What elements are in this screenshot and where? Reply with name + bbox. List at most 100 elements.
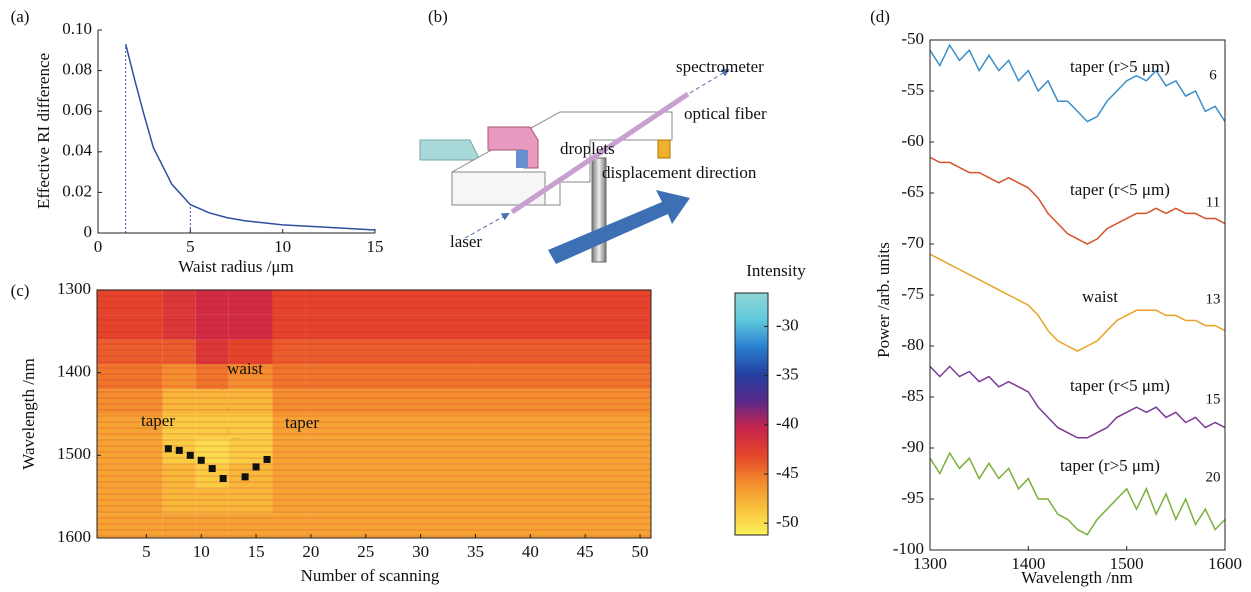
diagram-label: laser — [450, 232, 482, 251]
x-tick-label: 35 — [467, 542, 484, 561]
x-axis-label: Wavelength /nm — [1021, 568, 1132, 587]
colorbar-tick-label: -45 — [776, 463, 799, 482]
colorbar-segment — [735, 444, 768, 448]
colorbar-tick-label: -40 — [776, 414, 799, 433]
heat-cell — [305, 513, 476, 538]
heat-cell — [305, 438, 476, 464]
heat-cell — [228, 364, 273, 390]
diagram-label: displacement direction — [602, 163, 757, 182]
colorbar-segment — [735, 426, 768, 430]
heat-cell — [195, 389, 229, 414]
colorbar-segment — [735, 510, 768, 515]
colorbar-segment — [735, 368, 768, 373]
colorbar-segment — [735, 380, 768, 385]
colorbar-segment — [735, 483, 768, 488]
colorbar-segment — [735, 480, 768, 485]
heat-cell — [228, 339, 273, 365]
heat-cell — [162, 290, 196, 315]
x-tick-label: 30 — [412, 542, 429, 561]
colorbar-segment — [735, 477, 768, 482]
y-tick-label: -100 — [893, 539, 924, 558]
heat-cell — [272, 438, 306, 464]
colorbar-segment — [735, 359, 768, 364]
colorbar-segment — [735, 407, 768, 412]
colorbar-label: Intensity — [746, 261, 806, 280]
colorbar-segment — [735, 420, 768, 424]
plate — [419, 139, 481, 161]
colorbar-segment — [735, 389, 768, 394]
colorbar-segment — [735, 498, 768, 503]
colorbar-segment — [735, 450, 768, 454]
y-tick-label: 0.10 — [62, 19, 92, 38]
heat-cell — [97, 314, 163, 340]
colorbar-segment — [735, 519, 768, 524]
point — [252, 463, 260, 471]
colorbar-tick-label: -30 — [776, 315, 799, 334]
heat-cell — [162, 314, 196, 340]
heat-cell — [228, 389, 273, 414]
heat-cell — [272, 513, 306, 538]
heat-cell — [195, 314, 229, 340]
colorbar-segment — [735, 308, 768, 312]
droplet-block — [516, 150, 528, 168]
heat-cell — [195, 364, 229, 390]
heat-cell — [162, 389, 196, 414]
colorbar-segment — [735, 374, 768, 379]
heat-cell — [272, 364, 306, 390]
series-label: 11 — [1206, 194, 1220, 210]
heat-cell — [97, 339, 163, 365]
x-tick-label: 20 — [302, 542, 319, 561]
colorbar-segment — [735, 474, 768, 479]
heat-cell — [305, 414, 476, 439]
y-tick-label: 1300 — [57, 279, 91, 298]
colorbar-segment — [735, 335, 768, 339]
colorbar-segment — [735, 347, 768, 351]
colorbar-segment — [735, 432, 768, 436]
heat-cell — [272, 314, 306, 340]
colorbar-segment — [735, 299, 768, 303]
heat-cell — [97, 438, 163, 464]
heat-cell — [305, 463, 476, 489]
point — [263, 455, 271, 463]
heat-cell — [272, 488, 306, 514]
colorbar-segment — [735, 513, 768, 518]
heat-cell — [305, 364, 476, 390]
colorbar-tick-label: -35 — [776, 365, 799, 384]
x-tick-label: 1600 — [1208, 554, 1242, 573]
heat-cell — [97, 513, 163, 538]
colorbar-segment — [735, 320, 768, 324]
colorbar-segment — [735, 329, 768, 333]
colorbar-segment — [735, 314, 768, 318]
colorbar-segment — [735, 525, 768, 530]
heat-cell — [162, 488, 196, 514]
frame-face — [451, 171, 546, 206]
point — [208, 465, 216, 473]
heat-cell — [228, 463, 273, 489]
heat-cell — [228, 414, 273, 439]
heat-cell — [228, 513, 273, 538]
colorbar-segment — [735, 341, 768, 345]
colorbar-segment — [735, 398, 768, 403]
point — [219, 474, 227, 482]
colorbar-segment — [735, 296, 768, 300]
displacement-arrow — [548, 190, 690, 264]
colorbar-segment — [735, 365, 768, 370]
x-tick-label: 1400 — [1011, 554, 1045, 573]
colorbar-segment — [735, 317, 768, 321]
colorbar-segment — [735, 423, 768, 427]
laser-arrow — [464, 213, 510, 239]
x-tick-label: 15 — [248, 542, 265, 561]
series-name: taper (r<5 μm) — [1070, 376, 1170, 395]
x-tick-label: 5 — [186, 237, 195, 256]
colorbar-segment — [735, 486, 768, 491]
colorbar-segment — [735, 492, 768, 497]
panel-label: (c) — [11, 281, 30, 300]
colorbar-segment — [735, 371, 768, 376]
series-name: taper (r<5 μm) — [1070, 180, 1170, 199]
colorbar-segment — [735, 353, 768, 358]
x-axis-label: Waist radius /μm — [178, 257, 293, 276]
heat-cell — [475, 513, 651, 538]
x-tick-label: 1500 — [1110, 554, 1144, 573]
colorbar-segment — [735, 456, 768, 460]
